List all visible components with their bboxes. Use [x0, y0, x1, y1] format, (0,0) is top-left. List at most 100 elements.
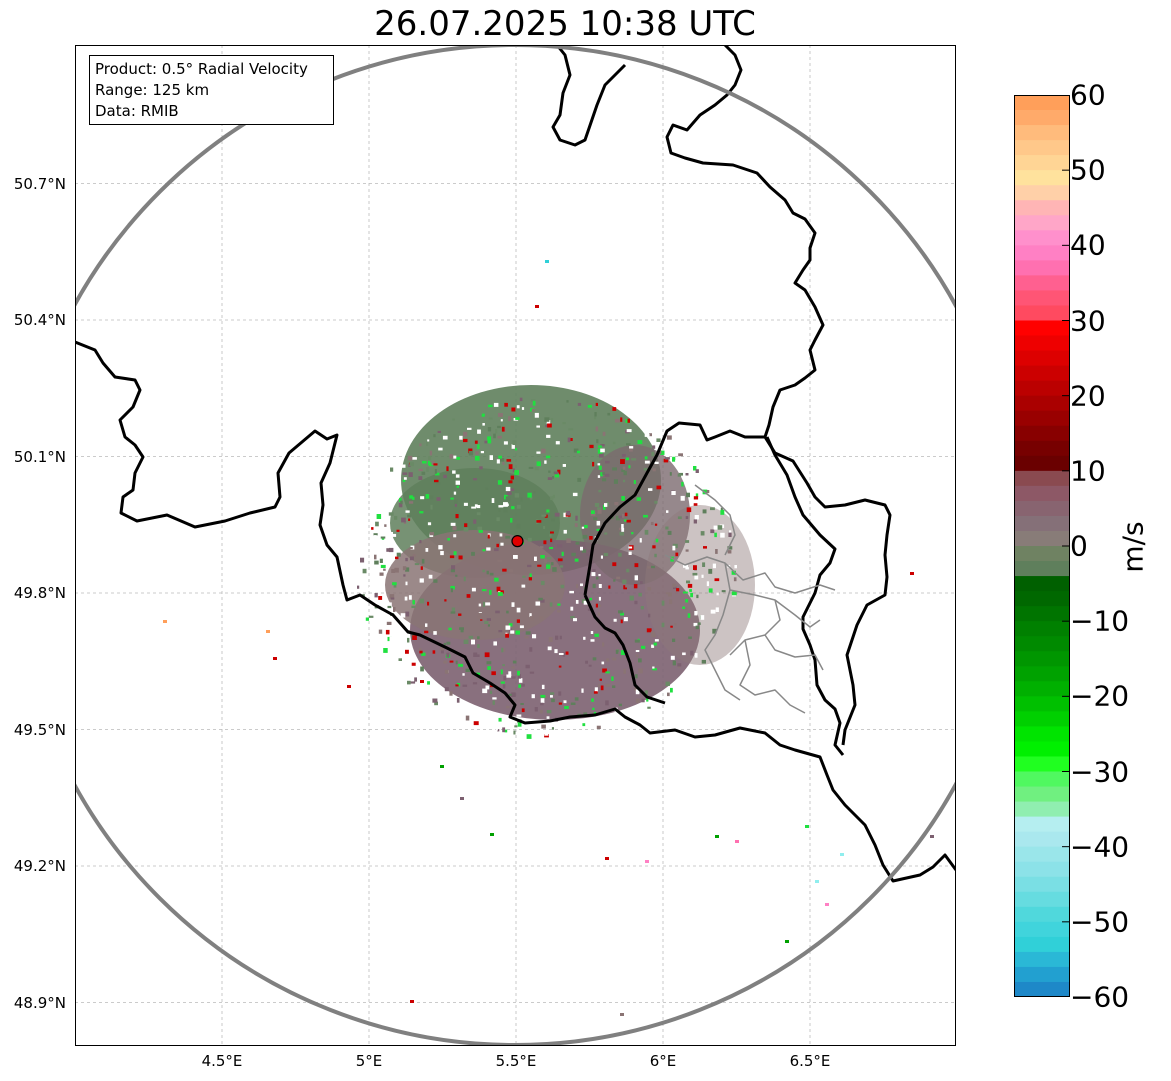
- echo-speckle: [710, 529, 715, 534]
- echo-speckle: [429, 450, 433, 456]
- echo-speckle: [647, 433, 652, 437]
- echo-speckle: [567, 437, 571, 443]
- echo-speckle: [506, 491, 512, 495]
- echo-speckle: [508, 693, 512, 696]
- echo-speckle: [644, 456, 648, 460]
- echo-speckle: [653, 642, 657, 646]
- echo-speckle: [570, 702, 576, 705]
- echo-speckle: [650, 521, 654, 526]
- echo-speckle: [427, 439, 430, 442]
- echo-speckle: [555, 441, 560, 445]
- echo-speckle: [587, 608, 592, 611]
- echo-speckle: [362, 568, 367, 574]
- echo-speckle: [429, 462, 434, 467]
- echo-speckle: [558, 653, 564, 655]
- echo-speckle: [422, 460, 427, 464]
- echo-speckle: [531, 399, 536, 402]
- echo-outlier: [815, 880, 819, 883]
- product-info-box: Product: 0.5° Radial Velocity Range: 125…: [89, 55, 334, 125]
- echo-speckle: [487, 624, 490, 627]
- echo-speckle: [714, 578, 720, 582]
- echo-speckle: [728, 532, 732, 537]
- echo-speckle: [633, 584, 638, 589]
- echo-speckle: [480, 451, 484, 454]
- echo-speckle: [672, 545, 676, 551]
- echo-speckle: [644, 460, 650, 464]
- map-frame: [75, 45, 956, 1046]
- echo-speckle: [409, 462, 414, 467]
- echo-speckle: [548, 470, 551, 473]
- echo-speckle: [508, 628, 512, 632]
- echo-speckle: [492, 700, 495, 705]
- echo-speckle: [686, 486, 689, 489]
- echo-speckle: [592, 461, 595, 467]
- echo-speckle: [536, 451, 541, 454]
- echo-speckle: [652, 445, 656, 449]
- colorbar-tick-label: 10: [1070, 454, 1106, 488]
- echo-speckle: [661, 622, 665, 628]
- echo-speckle: [536, 425, 540, 428]
- echo-speckle: [600, 448, 605, 453]
- echo-speckle: [503, 508, 508, 513]
- echo-speckle: [547, 646, 552, 651]
- echo-speckle: [534, 707, 538, 712]
- echo-speckle: [446, 641, 451, 645]
- echo-speckle: [598, 574, 601, 577]
- colorbar-band: [1014, 455, 1070, 472]
- echo-speckle: [432, 698, 438, 703]
- echo-speckle: [594, 687, 598, 692]
- echo-speckle: [666, 435, 672, 440]
- echo-speckle: [539, 616, 544, 621]
- echo-speckle: [594, 503, 600, 507]
- colorbar-tick-label: −30: [1070, 755, 1130, 788]
- echo-speckle: [503, 675, 507, 681]
- echo-speckle: [598, 596, 601, 601]
- echo-speckle: [519, 625, 524, 629]
- echo-speckle: [427, 601, 430, 606]
- echo-speckle: [546, 564, 551, 569]
- echo-speckle: [727, 550, 732, 554]
- echo-speckle: [549, 547, 554, 550]
- echo-speckle: [635, 698, 640, 703]
- echo-speckle: [505, 633, 509, 638]
- radar-site-marker[interactable]: [511, 535, 524, 548]
- echo-speckle: [633, 480, 636, 484]
- echo-speckle: [685, 516, 689, 519]
- echo-speckle: [374, 560, 379, 565]
- echo-speckle: [673, 586, 677, 590]
- echo-speckle: [529, 616, 534, 621]
- echo-speckle: [626, 443, 631, 446]
- echo-speckle: [478, 530, 483, 533]
- radar-map[interactable]: [75, 45, 956, 1046]
- echo-speckle: [508, 416, 511, 422]
- echo-speckle: [472, 682, 478, 685]
- echo-speckle: [641, 698, 645, 703]
- echo-speckle: [540, 555, 545, 559]
- echo-speckle: [646, 432, 650, 436]
- echo-speckle: [500, 590, 504, 594]
- echo-speckle: [655, 444, 660, 447]
- echo-speckle: [683, 606, 688, 610]
- echo-speckle: [720, 509, 725, 515]
- echo-speckle: [586, 553, 591, 556]
- echo-speckle: [501, 647, 504, 653]
- echo-speckle: [602, 472, 605, 475]
- echo-speckle: [531, 694, 535, 699]
- echo-speckle: [676, 588, 680, 592]
- echo-speckle: [386, 602, 392, 608]
- echo-speckle: [613, 618, 617, 622]
- echo-speckle: [500, 542, 504, 546]
- echo-speckle: [497, 592, 503, 596]
- echo-speckle: [439, 646, 445, 651]
- echo-speckle: [495, 726, 498, 731]
- echo-speckle: [559, 635, 562, 640]
- echo-speckle: [402, 479, 406, 482]
- echo-speckle: [363, 522, 369, 526]
- colorbar-band: [1014, 125, 1070, 141]
- colorbar-band: [1014, 245, 1070, 261]
- echo-speckle: [379, 558, 383, 563]
- echo-speckle: [651, 644, 655, 648]
- echo-speckle: [663, 458, 669, 463]
- echo-speckle: [683, 564, 688, 568]
- echo-speckle: [482, 589, 487, 592]
